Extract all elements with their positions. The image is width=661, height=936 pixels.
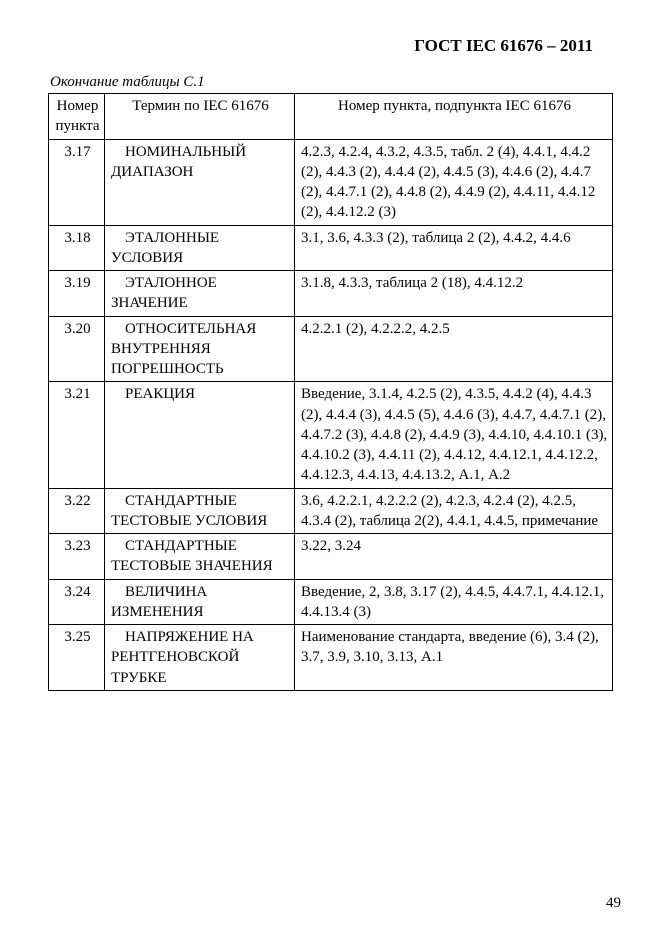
header-term: Термин по IEC 61676 [105, 94, 295, 140]
cell-item-number: 3.19 [49, 271, 105, 317]
cell-item-number: 3.17 [49, 139, 105, 225]
cell-term: ЭТАЛОННЫЕ УСЛОВИЯ [105, 225, 295, 271]
table-caption: Окончание таблицы С.1 [50, 74, 613, 91]
cell-reference: 4.2.2.1 (2), 4.2.2.2, 4.2.5 [295, 316, 613, 382]
standards-table: Номер пункта Термин по IEC 61676 Номер п… [48, 93, 613, 691]
cell-term: ВЕЛИЧИНА ИЗМЕНЕНИЯ [105, 579, 295, 625]
cell-item-number: 3.23 [49, 534, 105, 580]
cell-reference: 3.1.8, 4.3.3, таблица 2 (18), 4.4.12.2 [295, 271, 613, 317]
table-row: 3.23СТАНДАРТНЫЕ ТЕСТОВЫЕ ЗНАЧЕНИЯ3.22, 3… [49, 534, 613, 580]
header-reference: Номер пункта, подпункта IEC 61676 [295, 94, 613, 140]
table-row: 3.25НАПРЯЖЕНИЕ НА РЕНТГЕНОВСКОЙ ТРУБКЕНа… [49, 625, 613, 691]
cell-item-number: 3.22 [49, 488, 105, 534]
cell-term: СТАНДАРТНЫЕ ТЕСТОВЫЕ УСЛОВИЯ [105, 488, 295, 534]
table-row: 3.19ЭТАЛОННОЕ ЗНАЧЕНИЕ3.1.8, 4.3.3, табл… [49, 271, 613, 317]
cell-reference: Введение, 2, 3.8, 3.17 (2), 4.4.5, 4.4.7… [295, 579, 613, 625]
cell-reference: Введение, 3.1.4, 4.2.5 (2), 4.3.5, 4.4.2… [295, 382, 613, 488]
table-row: 3.24ВЕЛИЧИНА ИЗМЕНЕНИЯВведение, 2, 3.8, … [49, 579, 613, 625]
cell-item-number: 3.21 [49, 382, 105, 488]
cell-reference: 3.1, 3.6, 4.3.3 (2), таблица 2 (2), 4.4.… [295, 225, 613, 271]
cell-term: НОМИНАЛЬНЫЙ ДИАПАЗОН [105, 139, 295, 225]
table-row: 3.22СТАНДАРТНЫЕ ТЕСТОВЫЕ УСЛОВИЯ3.6, 4.2… [49, 488, 613, 534]
cell-term: РЕАКЦИЯ [105, 382, 295, 488]
cell-term: ЭТАЛОННОЕ ЗНАЧЕНИЕ [105, 271, 295, 317]
table-row: 3.20ОТНОСИТЕЛЬНАЯ ВНУТРЕННЯЯ ПОГРЕШНОСТЬ… [49, 316, 613, 382]
table-row: 3.17НОМИНАЛЬНЫЙ ДИАПАЗОН4.2.3, 4.2.4, 4.… [49, 139, 613, 225]
cell-reference: 4.2.3, 4.2.4, 4.3.2, 4.3.5, табл. 2 (4),… [295, 139, 613, 225]
cell-term: СТАНДАРТНЫЕ ТЕСТОВЫЕ ЗНАЧЕНИЯ [105, 534, 295, 580]
cell-term: НАПРЯЖЕНИЕ НА РЕНТГЕНОВСКОЙ ТРУБКЕ [105, 625, 295, 691]
cell-item-number: 3.18 [49, 225, 105, 271]
table-row: 3.18ЭТАЛОННЫЕ УСЛОВИЯ3.1, 3.6, 4.3.3 (2)… [49, 225, 613, 271]
table-header-row: Номер пункта Термин по IEC 61676 Номер п… [49, 94, 613, 140]
cell-item-number: 3.24 [49, 579, 105, 625]
cell-reference: 3.22, 3.24 [295, 534, 613, 580]
cell-item-number: 3.25 [49, 625, 105, 691]
cell-reference: 3.6, 4.2.2.1, 4.2.2.2 (2), 4.2.3, 4.2.4 … [295, 488, 613, 534]
page-number: 49 [606, 895, 621, 912]
cell-term: ОТНОСИТЕЛЬНАЯ ВНУТРЕННЯЯ ПОГРЕШНОСТЬ [105, 316, 295, 382]
doc-title: ГОСТ IEC 61676 – 2011 [48, 36, 593, 56]
header-item-number: Номер пункта [49, 94, 105, 140]
cell-item-number: 3.20 [49, 316, 105, 382]
table-row: 3.21РЕАКЦИЯВведение, 3.1.4, 4.2.5 (2), 4… [49, 382, 613, 488]
cell-reference: Наименование стандарта, введение (6), 3.… [295, 625, 613, 691]
